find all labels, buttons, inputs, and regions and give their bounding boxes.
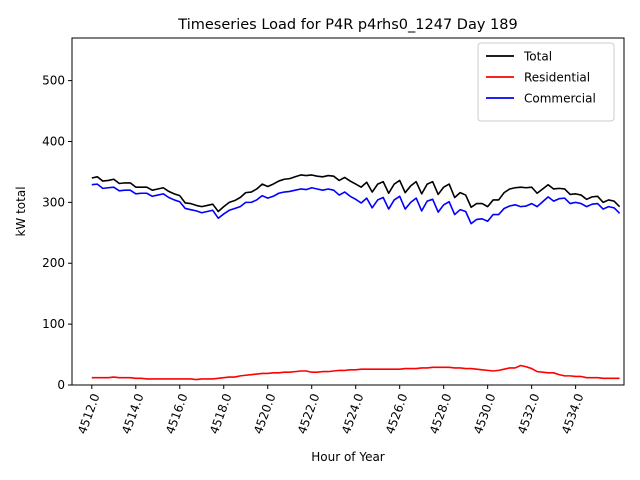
y-tick-label: 500 [42,74,65,88]
legend: Total Residential Commercial [477,42,615,122]
y-axis: 0 100 200 300 400 500 [42,74,72,392]
y-tick-label: 0 [57,378,65,392]
y-tick-label: 100 [42,317,65,331]
x-axis-title: Hour of Year [311,450,385,464]
legend-label-total: Total [523,50,552,64]
y-tick-label: 200 [42,256,65,270]
series-line-total [91,174,621,213]
series-line-residential [91,364,620,381]
series-layer [91,174,621,381]
chart-title: Timeseries Load for P4R p4rhs0_1247 Day … [177,17,517,33]
series-line-commercial [91,183,621,225]
legend-label-commercial: Commercial [524,92,596,106]
legend-box [477,42,615,122]
y-axis-title: kW total [14,186,28,236]
legend-label-residential: Residential [524,71,590,85]
y-tick-label: 300 [42,195,65,209]
plot-frame [71,37,625,386]
y-tick-label: 400 [42,134,65,148]
